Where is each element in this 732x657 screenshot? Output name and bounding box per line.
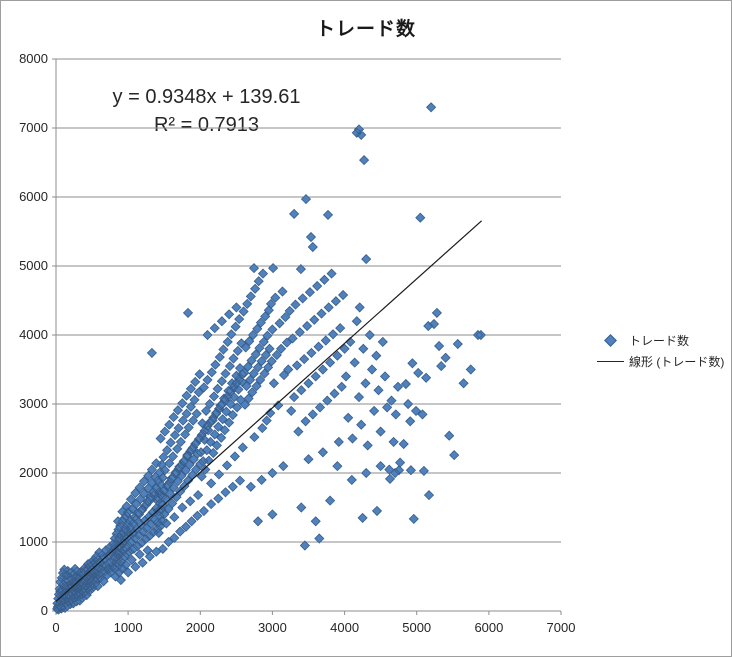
svg-text:5000: 5000 [402,620,431,635]
svg-text:3000: 3000 [258,620,287,635]
svg-text:0: 0 [41,603,48,618]
svg-text:2000: 2000 [186,620,215,635]
svg-text:4000: 4000 [19,327,48,342]
svg-text:5000: 5000 [19,258,48,273]
trendline-sample-icon [597,361,624,362]
legend: トレード数 線形 (トレード数) [597,330,729,372]
diamond-marker-icon [604,334,617,347]
svg-text:1000: 1000 [114,620,143,635]
legend-entry-series[interactable]: トレード数 [597,330,729,351]
svg-text:8000: 8000 [19,51,48,66]
svg-text:2000: 2000 [19,465,48,480]
series-marker-swatch [597,334,624,347]
svg-text:7000: 7000 [547,620,576,635]
legend-entry-trendline[interactable]: 線形 (トレード数) [597,351,729,372]
legend-series-label: トレード数 [629,334,690,348]
svg-text:3000: 3000 [19,396,48,411]
svg-text:1000: 1000 [19,534,48,549]
svg-text:0: 0 [52,620,59,635]
trendline-swatch [597,361,624,362]
svg-text:7000: 7000 [19,120,48,135]
trendline-annotation: y = 0.9348x + 139.61 R² = 0.7913 [89,83,324,139]
svg-text:6000: 6000 [19,189,48,204]
legend-trend-label: 線形 (トレード数) [629,355,725,369]
svg-text:4000: 4000 [330,620,359,635]
chart-title: トレード数 [315,19,416,40]
equation-line: y = 0.9348x + 139.61 [112,86,301,108]
svg-text:6000: 6000 [474,620,503,635]
r-squared-line: R² = 0.7913 [153,114,260,136]
